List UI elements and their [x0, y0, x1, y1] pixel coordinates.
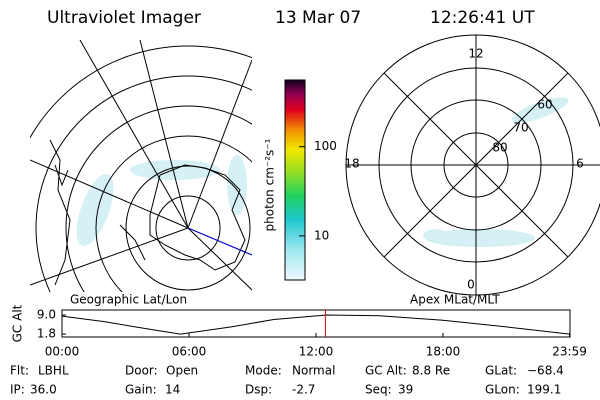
mlat-label: 60: [537, 98, 552, 112]
info-value: Normal: [292, 364, 335, 378]
info-label: Seq:: [365, 383, 392, 397]
info-label: GLon:: [485, 383, 520, 397]
info-value: LBHL: [38, 364, 69, 378]
altitude-curve: [61, 314, 570, 335]
info-label: Flt:: [10, 364, 29, 378]
y-tick-label: 1.8: [37, 327, 56, 341]
info-value: −68.4: [527, 364, 564, 378]
date: 13 Mar 07: [275, 8, 361, 28]
mlt-aurora: [423, 97, 569, 247]
info-label: Dsp:: [245, 383, 272, 397]
colorbar-label: photon cm⁻²s⁻¹: [263, 138, 277, 231]
left-caption: Geographic Lat/Lon: [70, 293, 187, 307]
altitude-ylabel: GC Alt: [11, 304, 25, 342]
info-value: -2.7: [292, 383, 315, 397]
info-label: GLat:: [485, 364, 517, 378]
colorbar: [284, 79, 306, 281]
info-label: Door:: [125, 364, 158, 378]
info-value: 36.0: [30, 383, 57, 397]
time: 12:26:41 UT: [430, 8, 535, 28]
geographic-map: [30, 40, 252, 292]
colorbar-tick-label: 100: [314, 139, 337, 153]
info-value: 39: [398, 383, 413, 397]
info-value: 8.8 Re: [412, 364, 450, 378]
x-tick-label: 23:59: [552, 345, 587, 359]
title: Ultraviolet Imager: [47, 8, 201, 28]
info-label: Gain:: [125, 383, 157, 397]
altitude-frame: [61, 309, 571, 338]
info-label: IP:: [10, 383, 25, 397]
x-tick-label: 06:00: [172, 345, 207, 359]
info-value: Open: [166, 364, 198, 378]
mlt-label: 18: [344, 157, 359, 171]
mlt-label: 6: [576, 157, 584, 171]
right-caption: Apex MLat/MLT: [410, 293, 500, 307]
info-value: 199.1: [527, 383, 561, 397]
info-label: Mode:: [245, 364, 282, 378]
x-tick-label: 12:00: [299, 345, 334, 359]
mlat-label: 70: [513, 121, 528, 135]
colorbar-tick-label: 10: [314, 228, 329, 242]
mlt-label: 12: [468, 47, 483, 61]
info-label: GC Alt:: [365, 364, 407, 378]
y-tick-label: 9.0: [37, 308, 56, 322]
x-tick-label: 18:00: [426, 345, 461, 359]
mlat-label: 80: [492, 141, 507, 155]
x-tick-label: 00:00: [45, 345, 80, 359]
mlt-label: 0: [467, 278, 475, 292]
info-value: 14: [165, 383, 180, 397]
mlt-grid: [345, 34, 600, 296]
